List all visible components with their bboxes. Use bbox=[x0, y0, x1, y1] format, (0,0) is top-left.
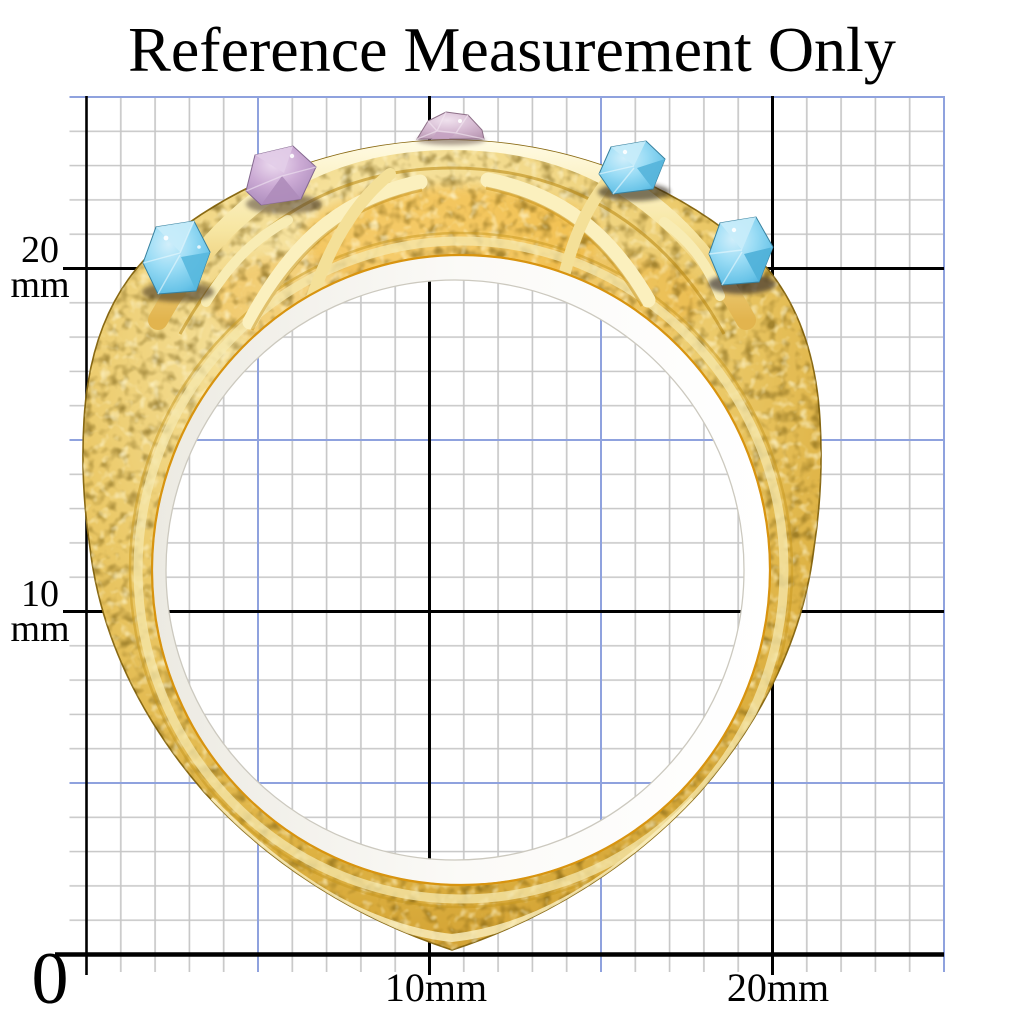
y-axis-label-20mm-unit: mm bbox=[10, 264, 70, 306]
gem-pink-top bbox=[416, 111, 485, 145]
x-axis-label-10mm: 10mm bbox=[384, 965, 488, 1010]
gem-aqua-left bbox=[142, 220, 214, 302]
y-axis-label-20mm-value: 20 bbox=[21, 229, 59, 271]
gem-aqua-right-upper bbox=[598, 140, 670, 201]
band-crest-highlight bbox=[148, 140, 756, 330]
origin-label: 0 bbox=[31, 938, 69, 1020]
x-axis-label-20mm: 20mm bbox=[726, 965, 830, 1010]
gem-aqua-right-lower bbox=[708, 216, 776, 294]
y-axis-label-20mm: 20 mm bbox=[8, 229, 72, 306]
y-axis-label-10mm: 10 mm bbox=[8, 573, 72, 650]
y-axis-label-10mm-value: 10 bbox=[21, 573, 59, 615]
ring-hole-edge bbox=[165, 279, 745, 861]
page-title: Reference Measurement Only bbox=[128, 14, 896, 85]
gem-lavender-left bbox=[245, 145, 322, 214]
y-axis-label-10mm-unit: mm bbox=[10, 608, 70, 650]
ring-band-inner-edge bbox=[150, 253, 772, 887]
